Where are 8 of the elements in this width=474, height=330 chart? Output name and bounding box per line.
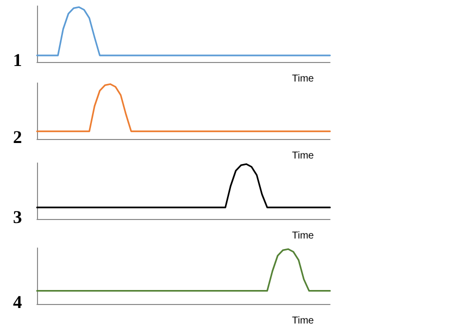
text: 2: [13, 127, 22, 147]
x-axis-title: Time: [292, 150, 314, 162]
text: 3: [13, 207, 22, 227]
x-axis-title: Time: [292, 316, 314, 326]
text: 1: [13, 50, 22, 70]
x-axis-title: Time: [292, 74, 314, 84]
text: 4: [13, 292, 22, 312]
x-axis-title: Time: [292, 230, 314, 242]
